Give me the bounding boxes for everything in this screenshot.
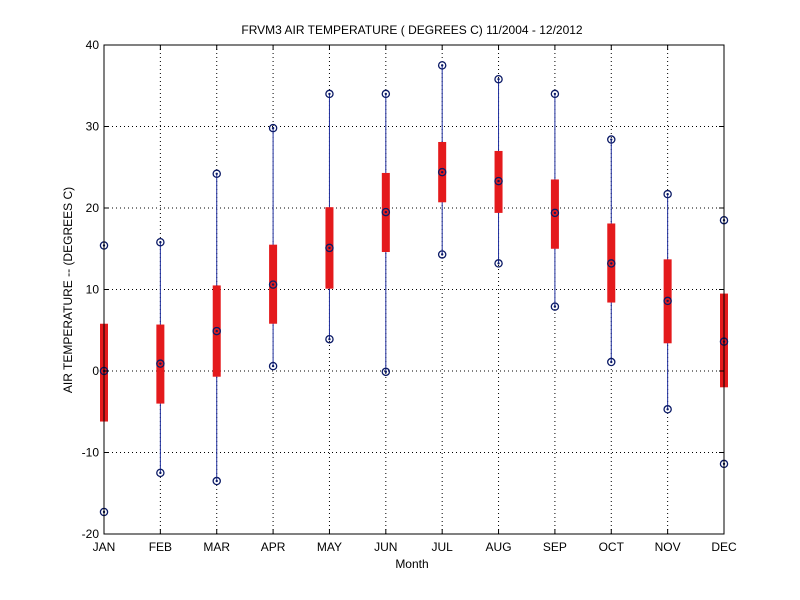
x-tick-label: SEP — [543, 540, 567, 554]
y-axis-ticks: -20 -10 0 10 20 30 40 — [82, 38, 724, 541]
min-marker-dot — [328, 338, 331, 341]
y-tick-label: 40 — [86, 38, 100, 52]
max-marker — [607, 135, 616, 144]
y-tick-label: 10 — [86, 283, 100, 297]
min-marker-dot — [271, 364, 275, 368]
max-marker — [212, 169, 221, 179]
max-marker — [325, 89, 334, 99]
median-marker — [494, 176, 503, 186]
median-marker — [607, 259, 616, 268]
max-marker-dot — [215, 172, 218, 175]
min-marker — [550, 302, 560, 311]
median-marker-dot — [159, 362, 162, 365]
box-iqr — [550, 179, 559, 249]
min-marker-dot — [384, 370, 388, 374]
max-marker — [494, 74, 503, 84]
x-tick-label: MAY — [317, 540, 342, 554]
min-marker — [381, 367, 391, 377]
median-marker — [381, 207, 391, 217]
median-marker-dot — [384, 210, 388, 214]
y-tick-label: 0 — [92, 364, 99, 378]
max-marker-dot — [497, 78, 500, 81]
min-marker — [325, 334, 334, 344]
chart-title: FRVM3 AIR TEMPERATURE ( DEGREES C) 11/20… — [241, 23, 583, 37]
y-axis-label: AIR TEMPERATURE -- (DEGREES C) — [61, 187, 75, 393]
x-axis-ticks: JAN FEB MAR APR MAY JUN JUL AUG SEP OCT NOV DEC — [93, 45, 737, 554]
median-marker — [156, 359, 165, 368]
min-marker — [268, 361, 278, 371]
x-tick-label: JUN — [374, 540, 397, 554]
min-marker-dot — [497, 262, 500, 265]
x-tick-label: MAR — [203, 540, 230, 554]
min-marker — [156, 468, 165, 478]
max-marker — [268, 123, 278, 133]
max-marker — [663, 189, 672, 199]
median-marker — [212, 326, 221, 336]
min-marker-dot — [610, 360, 613, 364]
min-marker — [212, 476, 221, 486]
median-marker — [550, 208, 560, 218]
y-tick-label: 30 — [86, 120, 100, 134]
x-tick-label: OCT — [599, 540, 625, 554]
median-marker-dot — [553, 211, 557, 215]
min-marker-dot — [215, 479, 218, 483]
max-marker-dot — [553, 92, 557, 96]
max-marker-dot — [440, 64, 444, 67]
min-marker — [607, 357, 616, 367]
y-tick-label: -20 — [82, 527, 100, 541]
max-marker-dot — [328, 92, 331, 96]
max-marker-dot — [159, 241, 162, 244]
max-marker — [550, 89, 560, 99]
y-tick-label: 20 — [86, 201, 100, 215]
max-marker — [156, 237, 165, 247]
min-marker-dot — [159, 471, 162, 475]
x-tick-label: JUL — [432, 540, 454, 554]
x-tick-label: NOV — [655, 540, 681, 554]
median-marker — [437, 167, 447, 177]
median-marker-dot — [440, 170, 444, 174]
max-marker — [437, 61, 447, 70]
min-marker — [494, 259, 503, 268]
median-marker-dot — [271, 283, 275, 286]
min-marker-dot — [440, 253, 444, 256]
min-marker-dot — [666, 408, 669, 411]
median-marker-dot — [666, 299, 669, 303]
max-marker — [381, 89, 391, 99]
x-axis-label: Month — [395, 557, 428, 571]
median-marker-dot — [610, 262, 613, 265]
median-marker-dot — [215, 329, 218, 333]
x-tick-label: APR — [261, 540, 286, 554]
median-marker — [325, 243, 334, 253]
min-marker — [437, 250, 447, 259]
x-tick-label: DEC — [711, 540, 737, 554]
min-marker — [663, 405, 672, 414]
max-marker-dot — [666, 192, 669, 196]
max-marker-dot — [610, 138, 613, 141]
median-marker-dot — [497, 179, 500, 183]
x-tick-label: JAN — [93, 540, 116, 554]
median-marker — [663, 296, 672, 306]
max-marker-dot — [271, 126, 275, 130]
x-tick-label: FEB — [149, 540, 172, 554]
min-marker-dot — [553, 305, 557, 308]
median-marker-dot — [328, 246, 331, 250]
y-tick-label: -10 — [82, 446, 100, 460]
max-marker-dot — [384, 92, 388, 96]
x-tick-label: AUG — [486, 540, 512, 554]
median-marker — [268, 280, 278, 289]
